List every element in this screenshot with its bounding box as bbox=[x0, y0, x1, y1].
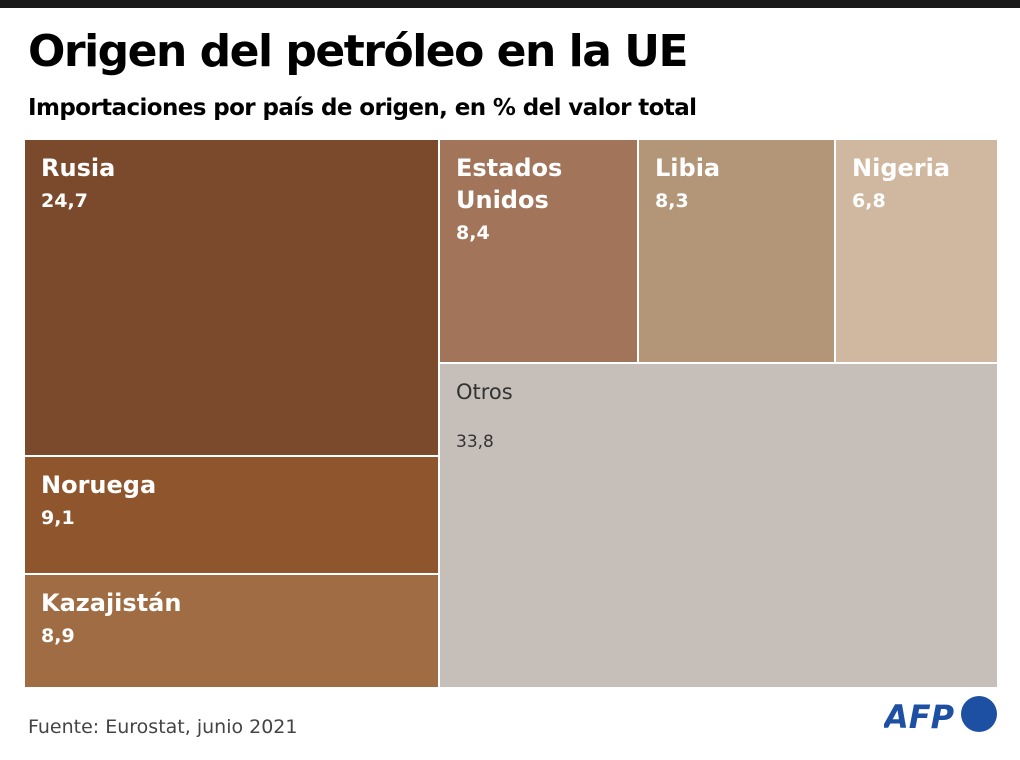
treemap-cell-kazajistán: Kazajistán 8,9 bbox=[25, 575, 438, 687]
cell-value: 8,3 bbox=[655, 190, 689, 212]
cell-value: 9,1 bbox=[41, 507, 75, 529]
svg-text:AFP: AFP bbox=[884, 698, 955, 736]
source-note: Fuente: Eurostat, junio 2021 bbox=[28, 716, 298, 738]
cell-label: Libia bbox=[655, 154, 721, 182]
cell-label: Nigeria bbox=[852, 154, 951, 182]
cell-value: 24,7 bbox=[41, 190, 88, 212]
treemap-cell-nigeria: Nigeria 6,8 bbox=[836, 140, 997, 362]
cell-value: 33,8 bbox=[456, 432, 494, 452]
treemap-cell-rusia: Rusia 24,7 bbox=[25, 140, 438, 455]
cell-label: Otros bbox=[456, 380, 513, 404]
chart-subtitle: Importaciones por país de origen, en % d… bbox=[28, 95, 697, 121]
afp-logo: AFP bbox=[884, 696, 997, 736]
treemap-cell-estados-unidos: Estados Unidos 8,4 bbox=[440, 140, 637, 362]
cell-value: 8,9 bbox=[41, 625, 75, 647]
cell-label: Estados Unidos bbox=[456, 154, 563, 214]
top-bar bbox=[0, 0, 1020, 8]
treemap-cell-libia: Libia 8,3 bbox=[639, 140, 834, 362]
cell-value: 8,4 bbox=[456, 222, 490, 244]
cell-label: Kazajistán bbox=[41, 589, 182, 617]
cell-label: Noruega bbox=[41, 471, 157, 499]
treemap-cell-otros: Otros 33,8 bbox=[440, 364, 997, 687]
chart-title: Origen del petróleo en la UE bbox=[28, 26, 689, 77]
cell-value: 6,8 bbox=[852, 190, 886, 212]
cell-label: Rusia bbox=[41, 154, 116, 182]
treemap-cell-noruega: Noruega 9,1 bbox=[25, 457, 438, 573]
